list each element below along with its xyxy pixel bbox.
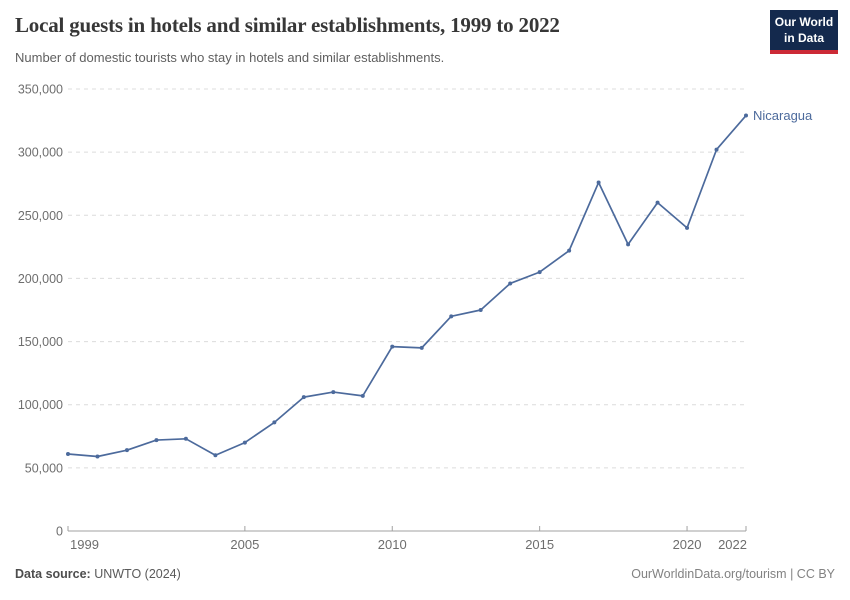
data-point[interactable] [390,344,395,349]
y-axis-tick-label: 150,000 [18,335,63,349]
data-point[interactable] [537,270,542,275]
chart-footer: Data source: UNWTO (2024) OurWorldinData… [15,567,835,581]
data-source-value: UNWTO (2024) [90,567,181,581]
y-axis-tick-label: 300,000 [18,146,63,160]
y-axis-tick-label: 50,000 [25,461,63,475]
data-point[interactable] [242,440,247,445]
data-point[interactable] [213,453,218,458]
y-axis-tick-label: 350,000 [18,83,63,97]
data-point[interactable] [449,314,454,319]
owid-logo-line2: in Data [783,30,824,45]
data-point[interactable] [154,438,159,443]
data-point[interactable] [360,393,365,398]
x-axis-tick-label: 2010 [378,537,407,552]
data-point[interactable] [95,454,100,459]
data-point[interactable] [301,395,306,400]
data-line[interactable] [67,114,747,458]
data-point[interactable] [685,225,690,230]
owid-logo: Our World in Data [770,10,838,55]
credit-link[interactable]: OurWorldinData.org/tourism | CC BY [631,567,835,581]
data-point[interactable] [714,147,719,152]
data-point[interactable] [626,242,631,247]
data-point[interactable] [655,200,660,205]
data-point[interactable] [508,281,513,286]
data-point[interactable] [744,113,748,118]
data-point[interactable] [183,436,188,441]
page-title: Local guests in hotels and similar estab… [15,13,560,37]
x-axis-tick-label: 1999 [70,537,99,552]
chart-subtitle: Number of domestic tourists who stay in … [15,50,445,65]
data-point[interactable] [272,420,277,425]
y-axis-tick-label: 100,000 [18,398,63,412]
series-end-label: Nicaragua [753,108,813,123]
x-axis-tick-label: 2015 [525,537,554,552]
data-point[interactable] [331,390,336,395]
x-axis-tick-label: 2005 [230,537,259,552]
y-axis-tick-label: 250,000 [18,209,63,223]
data-point[interactable] [596,180,601,185]
y-axis-tick-label: 0 [56,525,63,539]
data-point[interactable] [124,448,129,453]
data-source: Data source: UNWTO (2024) [15,567,181,581]
data-source-label: Data source: [15,567,91,581]
x-axis-tick-label: 2022 [718,537,747,552]
y-axis-tick-label: 200,000 [18,272,63,286]
data-point[interactable] [567,248,572,253]
owid-logo-line1: Our World [774,15,834,29]
x-axis-tick-label: 2020 [673,537,702,552]
data-point[interactable] [478,308,483,312]
data-point[interactable] [419,345,424,350]
data-point[interactable] [66,451,70,456]
